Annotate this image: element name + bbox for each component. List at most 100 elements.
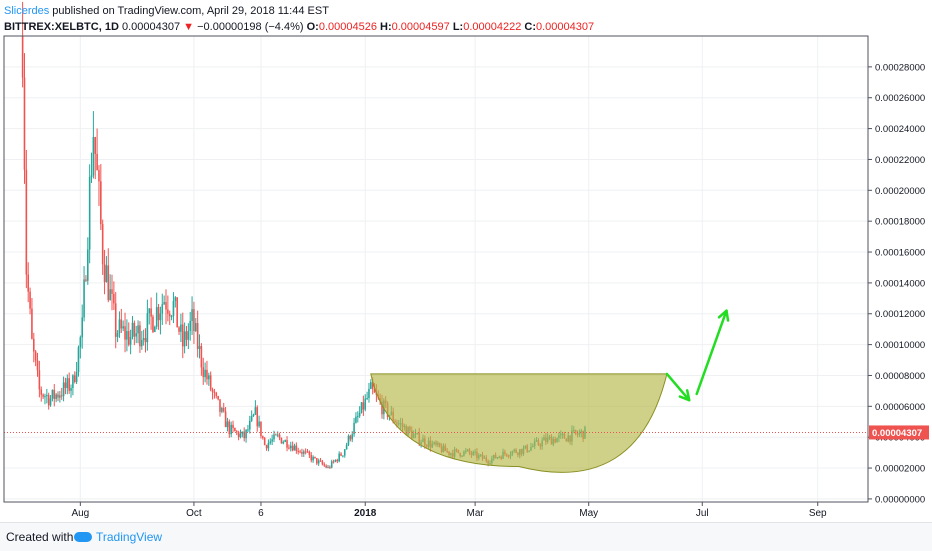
candle-body [137,325,139,334]
candle-body [70,387,72,391]
candle-body [44,396,46,398]
candle-body [343,449,346,456]
up-arrow [695,309,728,396]
candle-body [321,461,324,465]
candle-body [317,460,320,464]
y-tick-label: 0.00012000 [875,309,925,320]
low-value: 0.00004222 [463,21,522,33]
candle-body [215,392,218,396]
candle-body [51,389,54,399]
candle-body [127,331,130,345]
tradingview-logo[interactable]: TradingView [74,530,162,544]
candle-body [202,367,205,378]
candle-body [373,389,376,393]
candle-body [211,389,214,392]
candle-body [262,436,264,439]
x-tick-label: 2018 [354,508,377,519]
candle-body [34,351,37,361]
candle-body [148,308,151,314]
candle-body [338,453,340,462]
candle-body [36,360,39,371]
y-tick-label: 0.00006000 [875,402,925,413]
candle-body [208,375,210,380]
candle-body [278,434,281,438]
candle-body [293,445,296,451]
candle-body [196,323,199,349]
x-tick-label: Mar [466,508,484,519]
candle-body [284,440,286,442]
current-price-label: 0.00004307 [872,428,922,439]
candle-body [129,336,132,345]
price-chart[interactable]: 0.00028000 0.00026000 0.00024000 0.00022000… [0,0,932,522]
candle-body [46,394,48,397]
x-tick-label: May [579,508,598,519]
candle-body [135,333,138,337]
candle-body [42,394,44,397]
candle-body [209,375,212,390]
cup-shape [370,373,668,473]
publish-info: Slicerdes published on TradingView.com, … [4,3,329,19]
candle-body [325,465,327,468]
close-label: C: [524,21,536,33]
candle-body [29,291,31,309]
y-tick-label: 0.00016000 [875,248,925,259]
candle-body [275,434,277,436]
candle-body [131,322,134,337]
candle-body [114,303,117,337]
cloud-icon [74,532,92,542]
candle-body [40,389,43,395]
y-tick-label: 0.00022000 [875,155,925,166]
y-tick-label: 0.00002000 [875,464,925,475]
candle-body [221,407,223,412]
candle-body [111,289,113,294]
candle-body [167,309,169,314]
candle-body [355,416,357,423]
candle-body [301,452,303,454]
candle-body [159,313,162,321]
candle-body [157,307,160,321]
last-price: 0.00004307 [121,21,181,33]
candle-body [139,325,141,347]
candle-body [172,300,175,317]
candle-body [234,428,236,432]
candle-body [370,382,372,389]
candle-body [57,394,59,398]
candle-body [345,444,348,450]
high-value: 0.00004597 [391,21,450,33]
y-tick-label: 0.00020000 [875,186,925,197]
y-axis: 0.00028000 0.00026000 0.00024000 0.00022000… [3,35,929,505]
candle-body [155,307,158,327]
candle-body [191,309,193,321]
candle-body [304,451,307,453]
candle-body [222,407,225,412]
candle-body [271,439,273,442]
candle-body [81,317,84,338]
candle-body [174,297,177,301]
candle-body [342,455,344,457]
candle-body [98,170,100,182]
candle-body [332,461,335,463]
candle-body [232,424,234,429]
candle-body [101,224,104,265]
candle-body [83,279,85,318]
candle-body [230,424,232,435]
candle-body [88,176,91,250]
candle-body [64,382,67,389]
candle-body [316,458,318,464]
candle-body [217,395,219,400]
current-price-box [869,425,929,440]
author-name[interactable]: Slicerdes [4,5,50,17]
y-tick-label: 0.00000000 [875,494,925,505]
candle-body [176,297,178,328]
candle-body [256,407,259,427]
candle-body [299,451,301,453]
x-tick-label: Sep [809,508,827,519]
open-value: 0.00004526 [318,21,377,33]
candle-body [237,431,240,438]
candle-body [226,421,229,428]
candle-body [154,326,156,333]
candle-body [92,136,95,176]
down-arrow [665,372,691,402]
candle-body [252,414,255,417]
candle-body [133,322,136,337]
